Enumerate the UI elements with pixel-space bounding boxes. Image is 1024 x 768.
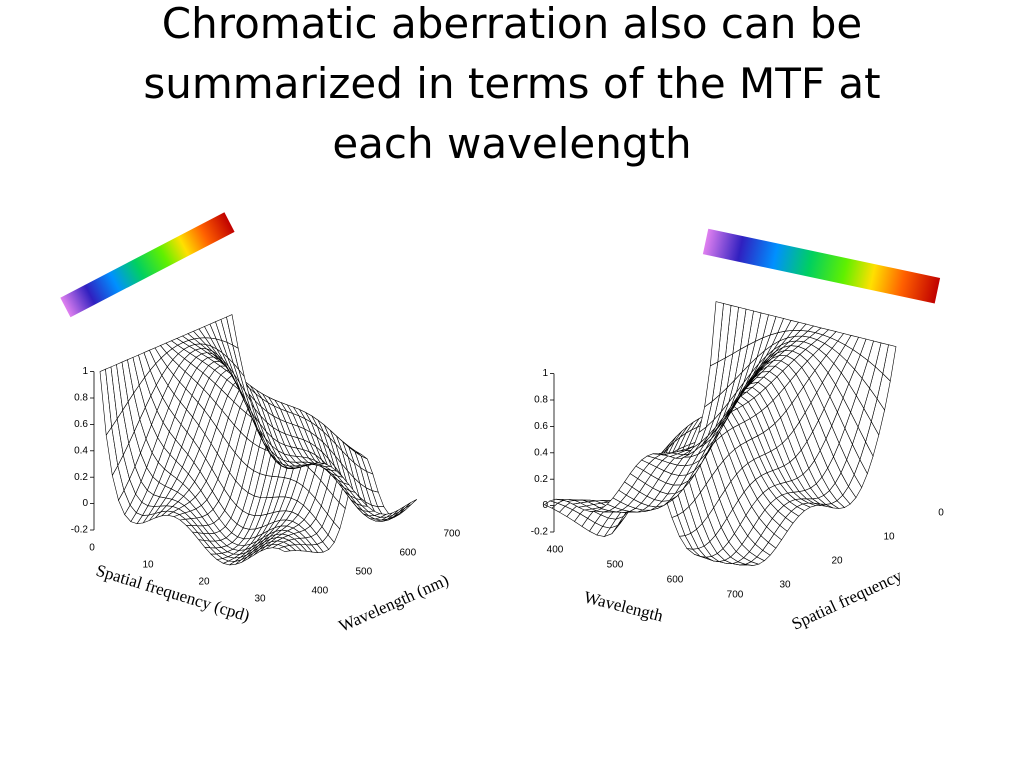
plots: 10.80.60.40.20-0.2010203040050060070010.… [71,301,944,605]
z-tick-label: 0.6 [74,419,88,430]
z-tick-label: 0 [82,498,88,509]
z-tick-label: -0.2 [71,525,89,536]
frequency-tick-label: 10 [142,560,154,571]
axis-label: Wavelength [582,587,665,625]
wavelength-tick-label: 500 [355,567,372,578]
title-line: each wavelength [332,119,691,168]
z-tick-label: 1 [542,368,548,379]
wavelength-tick-label: 600 [667,575,684,586]
wavelength-tick-label: 400 [547,545,564,556]
wavelength-tick-label: 600 [399,548,416,559]
frequency-tick-label: 20 [198,577,210,588]
surface-cell [226,314,239,349]
z-tick-label: 0.4 [534,447,548,458]
z-tick-label: 0.8 [534,395,548,406]
axis-label: Spatial frequency [789,566,906,634]
z-tick-label: -0.2 [531,527,549,538]
title-line: summarized in terms of the MTF at [143,59,880,108]
z-tick-label: 0.6 [534,421,548,432]
z-tick-label: 0.4 [74,445,88,456]
wavelength-tick-label: 700 [727,590,744,601]
axis-label: Spatial frequency (cpd) [94,561,252,626]
z-tick-label: 0.8 [74,393,88,404]
z-tick-label: 0.2 [534,474,548,485]
surface-cell [404,499,418,509]
z-tick-label: 0 [542,500,548,511]
wavelength-tick-label: 500 [607,560,624,571]
frequency-tick-label: 0 [89,543,95,554]
z-tick-label: 0.2 [74,472,88,483]
frequency-tick-label: 20 [831,556,843,567]
frequency-tick-label: 30 [779,580,791,591]
wavelength-tick-label: 700 [443,529,460,540]
z-tick-label: 1 [82,366,88,377]
spectrum-bar [702,228,941,304]
frequency-tick-label: 10 [883,532,895,543]
frequency-tick-label: 30 [254,594,266,605]
spectrum-bar [60,212,235,318]
surface-cell [709,301,724,367]
wavelength-tick-label: 400 [311,586,328,597]
frequency-tick-label: 0 [938,508,944,519]
title-line: Chromatic aberration also can be [162,0,862,48]
axis-label: Wavelength (nm) [336,570,452,635]
